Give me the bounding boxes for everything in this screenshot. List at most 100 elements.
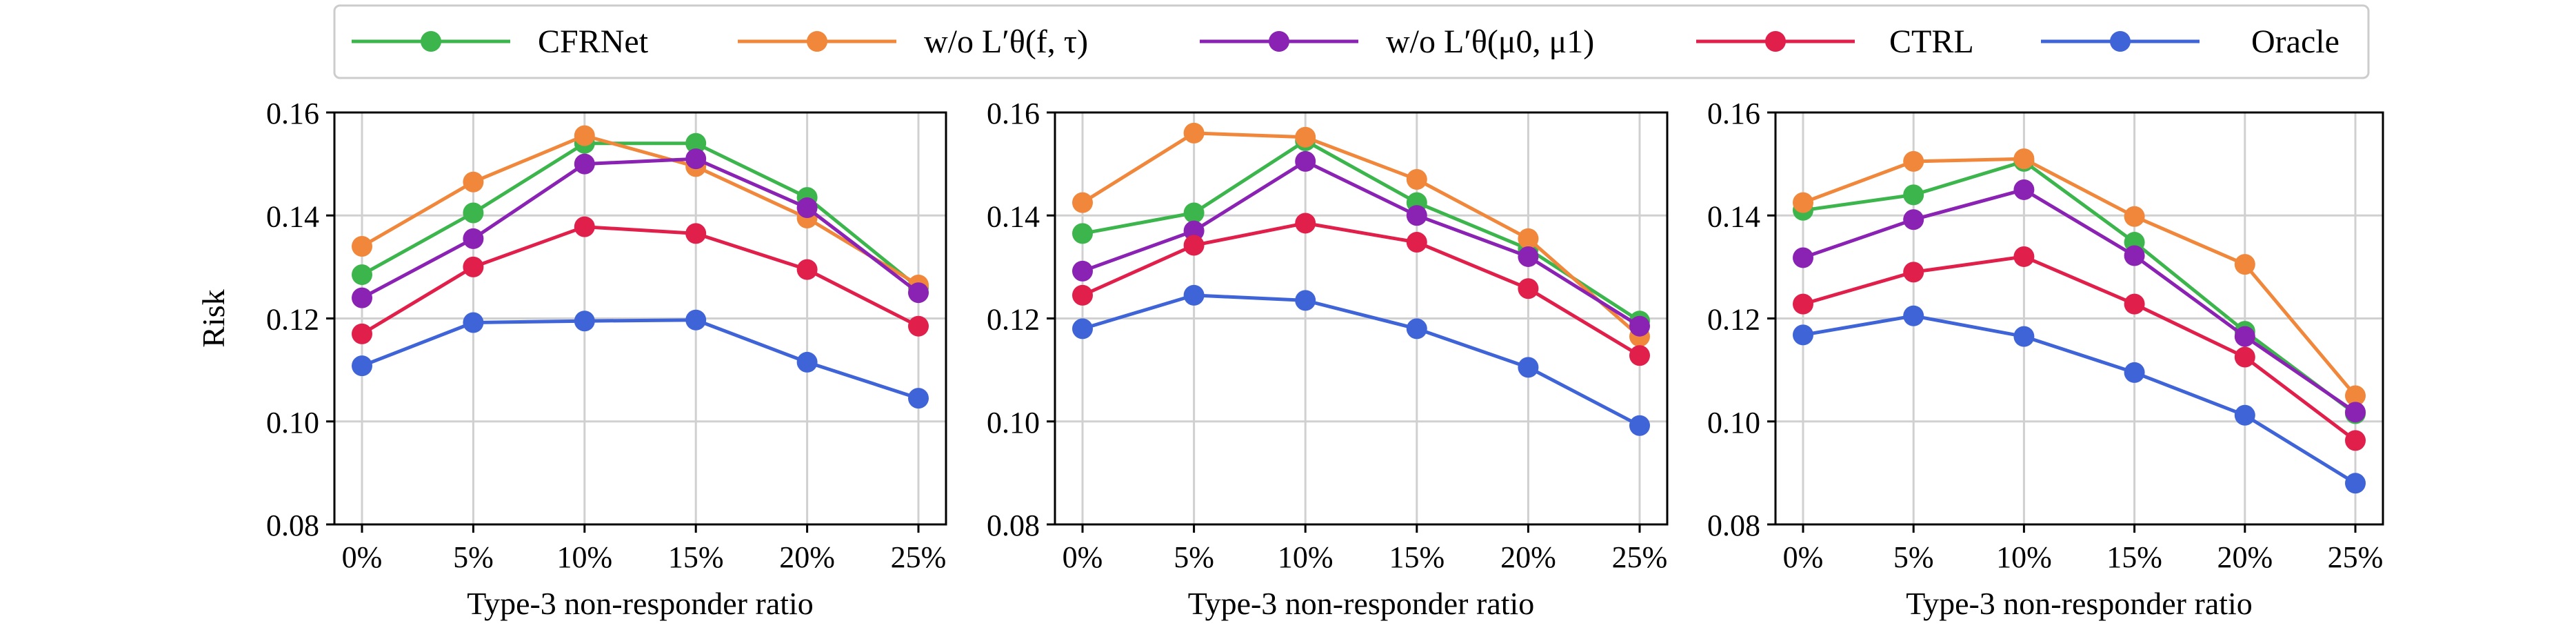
- series-w-o-l-0-1: [1072, 150, 1650, 337]
- data-point-oracle: [1518, 357, 1539, 378]
- data-point-w-o-l-f: [1072, 192, 1093, 213]
- legend-marker-wo-f-tau: [807, 31, 827, 52]
- data-point-cfrnet: [463, 202, 484, 224]
- x-tick-label: 5%: [1893, 540, 1934, 574]
- y-tick-label: 0.12: [1707, 303, 1760, 337]
- chart-panels: 0.08 0.10 0.12 0.14 0.16 0% 5% 10% 15% 20% 25% Type…: [196, 97, 2384, 621]
- series-line-oracle: [1082, 293, 1641, 427]
- legend-marker-cfrnet: [421, 31, 441, 52]
- data-point-oracle: [1793, 324, 1813, 346]
- series-line-cfrnet: [1802, 159, 2357, 415]
- series-line-oracle: [361, 318, 919, 400]
- data-point-oracle: [1629, 415, 1650, 436]
- x-tick-label: 15%: [2106, 540, 2162, 574]
- series-line-w-o-l-f: [1802, 157, 2357, 397]
- data-point-oracle: [2345, 473, 2366, 494]
- series-ctrl: [352, 216, 929, 344]
- data-point-oracle: [1072, 318, 1093, 339]
- data-point-w-o-l-0-1: [685, 148, 707, 170]
- data-point-ctrl: [908, 315, 929, 337]
- x-tick-label: 20%: [779, 540, 835, 574]
- data-point-w-o-l-f: [1518, 228, 1539, 249]
- data-point-ctrl: [1518, 278, 1539, 299]
- data-point-w-o-l-0-1: [2234, 326, 2255, 347]
- x-tick-label: 25%: [891, 540, 947, 574]
- x-tick-label: 0%: [1783, 540, 1824, 574]
- data-point-w-o-l-0-1: [1793, 247, 1813, 268]
- data-point-w-o-l-0-1: [574, 153, 595, 175]
- y-tick-label: 0.08: [1707, 509, 1760, 542]
- data-point-w-o-l-f: [2124, 206, 2145, 227]
- data-point-ctrl: [1793, 293, 1813, 315]
- series-oracle: [1793, 305, 2366, 494]
- data-point-oracle: [352, 355, 372, 377]
- data-point-cfrnet: [685, 132, 707, 154]
- data-point-oracle: [908, 388, 929, 409]
- data-point-w-o-l-f: [574, 125, 595, 146]
- data-point-oracle: [1295, 290, 1316, 311]
- data-point-oracle: [796, 351, 818, 373]
- x-tick-label: 15%: [668, 540, 724, 574]
- data-point-w-o-l-0-1: [1406, 205, 1427, 226]
- y-tick-label: 0.08: [987, 509, 1040, 542]
- data-point-w-o-l-0-1: [2124, 245, 2145, 266]
- data-point-w-o-l-f: [1183, 122, 1205, 144]
- x-axis-label: Type-3 non-responder ratio: [1906, 586, 2253, 621]
- data-point-ctrl: [1903, 262, 1924, 283]
- series-line-w-o-l-0-1: [361, 157, 920, 299]
- legend-label-cfrnet: CFRNet: [538, 23, 649, 60]
- data-point-ctrl: [463, 256, 484, 277]
- data-point-w-o-l-f: [1793, 192, 1813, 213]
- data-point-w-o-l-0-1: [463, 228, 484, 249]
- data-point-w-o-l-f: [2345, 385, 2366, 406]
- y-tick-label: 0.12: [266, 303, 319, 337]
- data-point-ctrl: [2234, 346, 2255, 368]
- series-line-cfrnet: [1082, 139, 1641, 323]
- series-w-o-l-f: [1793, 148, 2366, 406]
- data-point-ctrl: [352, 323, 372, 344]
- data-point-ctrl: [1295, 213, 1316, 234]
- chart-panel-3: 0.08 0.10 0.12 0.14 0.16 0% 5% 10% 15% 20% 25% Type…: [1707, 97, 2384, 621]
- y-tick-label: 0.08: [266, 509, 319, 542]
- data-point-ctrl: [1406, 232, 1427, 253]
- data-point-ctrl: [2124, 293, 2145, 315]
- data-point-ctrl: [796, 259, 818, 280]
- series-ctrl: [1793, 246, 2366, 451]
- series-oracle: [352, 309, 929, 409]
- legend: CFRNet w/o L′θ(f, τ) w/o L′θ(μ0, μ1) CTR…: [333, 4, 2370, 79]
- legend-label-oracle: Oracle: [2251, 23, 2339, 60]
- data-point-oracle: [2013, 326, 2035, 347]
- data-point-ctrl: [1629, 345, 1650, 366]
- data-point-w-o-l-0-1: [2013, 179, 2035, 200]
- data-point-w-o-l-0-1: [1903, 209, 1924, 230]
- series-line-ctrl: [1802, 255, 2357, 442]
- data-point-w-o-l-0-1: [1183, 220, 1205, 242]
- series-w-o-l-0-1: [1793, 179, 2366, 423]
- x-tick-label: 10%: [1996, 540, 2052, 574]
- legend-entry-cfrnet: CFRNet: [352, 23, 649, 60]
- data-point-oracle: [1406, 318, 1427, 339]
- data-point-oracle: [1903, 305, 1924, 326]
- legend-label-ctrl: CTRL: [1889, 23, 1974, 60]
- data-point-w-o-l-0-1: [352, 287, 372, 308]
- series-ctrl: [1072, 213, 1650, 366]
- legend-entry-wo-mu: w/o L′θ(μ0, μ1): [1200, 23, 1594, 60]
- legend-label-wo-mu: w/o L′θ(μ0, μ1): [1386, 23, 1594, 60]
- data-point-ctrl: [574, 216, 595, 237]
- legend-entry-wo-f-tau: w/o L′θ(f, τ): [738, 23, 1088, 60]
- data-point-oracle: [2234, 404, 2255, 426]
- x-tick-label: 10%: [1278, 540, 1334, 574]
- x-tick-label: 0%: [342, 540, 383, 574]
- data-point-w-o-l-f: [463, 171, 484, 193]
- legend-entry-ctrl: CTRL: [1696, 23, 1974, 60]
- y-tick-label: 0.10: [987, 406, 1040, 440]
- y-tick-label: 0.14: [266, 199, 319, 233]
- legend-label-wo-f-tau: w/o L′θ(f, τ): [924, 23, 1088, 60]
- y-tick-label: 0.16: [987, 97, 1040, 130]
- data-point-ctrl: [1183, 235, 1205, 256]
- data-point-w-o-l-0-1: [1072, 260, 1093, 282]
- x-tick-label: 0%: [1063, 540, 1103, 574]
- y-tick-label: 0.14: [1707, 199, 1760, 233]
- data-point-oracle: [1183, 284, 1205, 306]
